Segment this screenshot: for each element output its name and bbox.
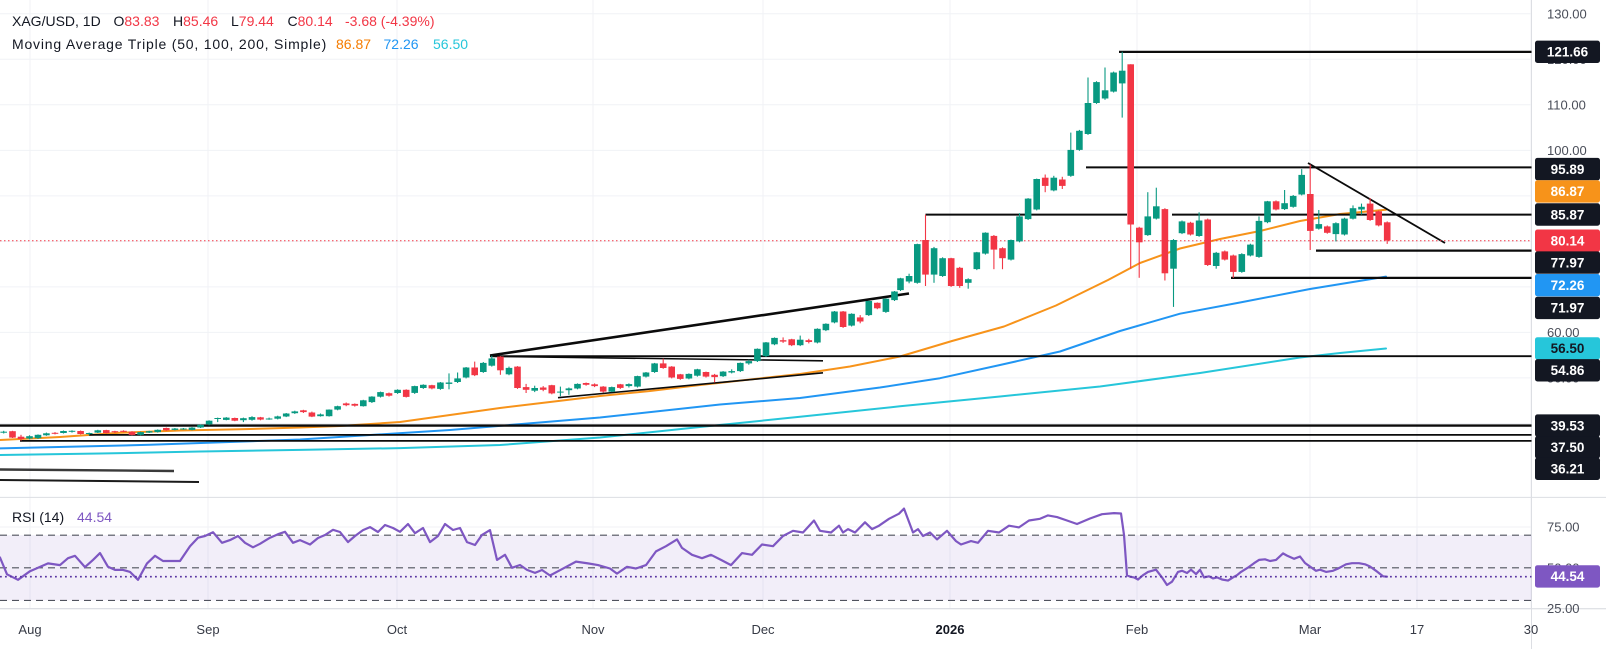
svg-text:Nov: Nov (581, 622, 605, 637)
svg-text:95.89: 95.89 (1551, 162, 1585, 177)
svg-text:44.54: 44.54 (77, 509, 112, 525)
svg-text:110.00: 110.00 (1547, 97, 1586, 112)
svg-text:Feb: Feb (1126, 622, 1148, 637)
svg-text:Aug: Aug (18, 622, 41, 637)
svg-text:56.50: 56.50 (1551, 341, 1585, 356)
svg-text:25.00: 25.00 (1547, 601, 1580, 616)
svg-text:O83.83: O83.83 (114, 13, 160, 29)
svg-text:75.00: 75.00 (1547, 520, 1580, 535)
svg-text:C80.14: C80.14 (288, 13, 333, 29)
svg-text:30: 30 (1524, 622, 1538, 637)
svg-text:72.26: 72.26 (384, 36, 419, 52)
svg-text:44.54: 44.54 (1551, 569, 1585, 584)
svg-text:80.14: 80.14 (1551, 234, 1585, 249)
svg-text:39.53: 39.53 (1551, 418, 1585, 433)
svg-text:86.87: 86.87 (336, 36, 371, 52)
svg-text:71.97: 71.97 (1551, 301, 1585, 316)
svg-text:Oct: Oct (387, 622, 408, 637)
svg-text:17: 17 (1410, 622, 1424, 637)
svg-text:100.00: 100.00 (1547, 143, 1587, 158)
svg-text:Mar: Mar (1299, 622, 1322, 637)
svg-text:2026: 2026 (936, 622, 965, 637)
svg-text:56.50: 56.50 (433, 36, 468, 52)
svg-text:85.87: 85.87 (1551, 207, 1585, 222)
svg-text:130.00: 130.00 (1547, 6, 1587, 21)
svg-text:L79.44: L79.44 (231, 13, 274, 29)
svg-text:H85.46: H85.46 (173, 13, 218, 29)
svg-text:77.97: 77.97 (1551, 255, 1585, 270)
svg-text:Sep: Sep (196, 622, 219, 637)
svg-text:XAG/USD, 1D: XAG/USD, 1D (12, 13, 101, 29)
svg-text:60.00: 60.00 (1547, 325, 1580, 340)
svg-text:36.21: 36.21 (1551, 462, 1585, 477)
svg-text:Moving Average Triple (50, 100: Moving Average Triple (50, 100, 200, Sim… (12, 36, 327, 52)
svg-text:RSI (14): RSI (14) (12, 509, 64, 525)
svg-text:-3.68 (-4.39%): -3.68 (-4.39%) (345, 13, 434, 29)
svg-text:Dec: Dec (751, 622, 775, 637)
svg-text:72.26: 72.26 (1551, 278, 1585, 293)
svg-text:121.66: 121.66 (1547, 45, 1589, 60)
svg-text:86.87: 86.87 (1551, 184, 1585, 199)
svg-text:54.86: 54.86 (1551, 363, 1585, 378)
svg-text:37.50: 37.50 (1551, 440, 1585, 455)
